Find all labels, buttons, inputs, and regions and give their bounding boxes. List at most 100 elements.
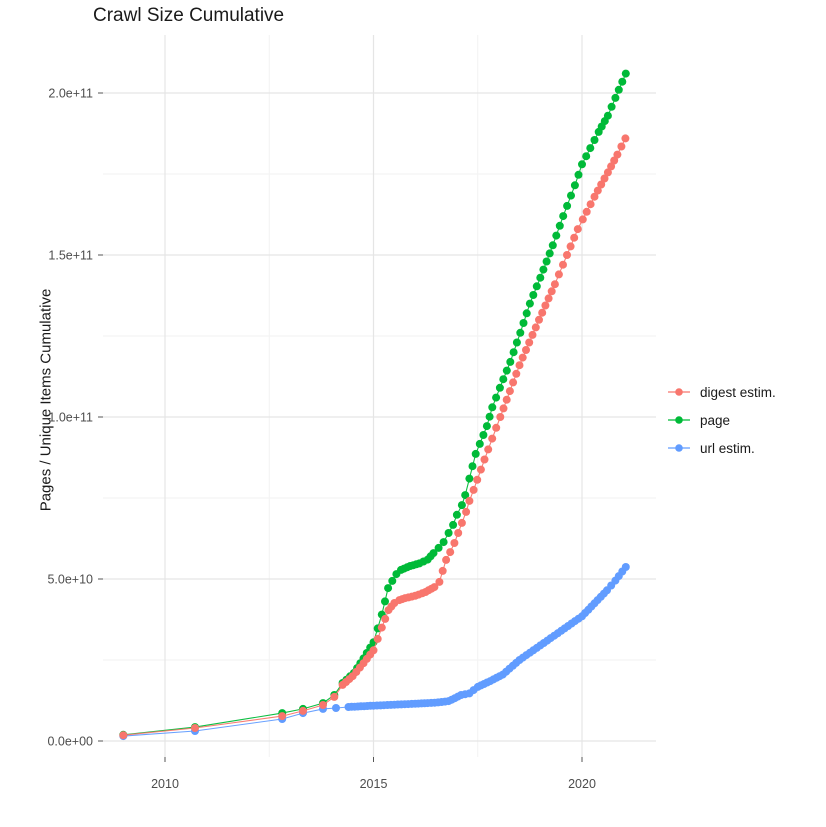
data-point bbox=[278, 712, 287, 721]
data-point bbox=[465, 496, 474, 505]
data-point bbox=[613, 150, 622, 159]
legend-item-digest-estim: digest estim. bbox=[666, 378, 776, 406]
data-point bbox=[548, 241, 557, 250]
legend-key-digest-icon bbox=[668, 388, 690, 396]
data-point bbox=[506, 357, 515, 366]
data-point bbox=[482, 422, 491, 431]
data-point bbox=[611, 93, 620, 102]
data-point bbox=[499, 375, 508, 384]
data-point bbox=[484, 445, 493, 454]
data-point bbox=[567, 191, 575, 200]
data-point bbox=[555, 221, 564, 230]
data-point bbox=[600, 174, 609, 183]
data-point bbox=[554, 270, 563, 279]
chart-title: Crawl Size Cumulative bbox=[93, 5, 285, 26]
data-point bbox=[529, 291, 538, 299]
data-point bbox=[593, 186, 602, 195]
data-point bbox=[573, 225, 582, 234]
data-point bbox=[468, 462, 477, 471]
data-point bbox=[563, 251, 571, 259]
data-point bbox=[532, 282, 541, 291]
data-point bbox=[476, 465, 485, 474]
data-point bbox=[488, 403, 497, 412]
data-point bbox=[570, 233, 579, 242]
data-point bbox=[566, 242, 575, 251]
data-point bbox=[597, 180, 606, 189]
data-point bbox=[621, 134, 630, 143]
data-point bbox=[452, 510, 461, 519]
data-point bbox=[528, 330, 537, 339]
data-point bbox=[522, 309, 531, 318]
data-point bbox=[499, 404, 508, 413]
data-point bbox=[578, 160, 586, 169]
data-point bbox=[430, 583, 439, 592]
y-tick-label-5.0e+10: 5.0e+10 bbox=[47, 573, 93, 587]
data-point bbox=[442, 555, 451, 564]
data-point bbox=[559, 260, 567, 269]
data-point bbox=[603, 168, 612, 177]
data-point bbox=[542, 257, 551, 266]
data-point bbox=[607, 162, 616, 171]
data-point bbox=[388, 576, 397, 585]
legend-label-page: page bbox=[700, 412, 731, 428]
data-point bbox=[435, 577, 444, 586]
data-point bbox=[522, 346, 530, 354]
data-point bbox=[574, 170, 583, 179]
data-point bbox=[552, 231, 561, 240]
legend-label-digest-estim: digest estim. bbox=[700, 384, 776, 400]
data-point bbox=[461, 491, 470, 500]
data-point bbox=[319, 701, 327, 709]
data-point bbox=[373, 634, 382, 643]
data-point bbox=[563, 201, 572, 210]
data-point bbox=[570, 181, 579, 190]
data-point bbox=[607, 102, 616, 111]
data-point bbox=[531, 323, 540, 332]
y-tick-label-1.0e+11: 1.0e+11 bbox=[48, 411, 93, 425]
data-point bbox=[465, 474, 474, 483]
data-point bbox=[590, 192, 599, 201]
data-point bbox=[457, 518, 466, 527]
legend-item-page: page bbox=[666, 406, 776, 434]
data-point bbox=[541, 301, 550, 310]
data-point bbox=[488, 434, 497, 443]
data-point bbox=[582, 152, 591, 161]
data-point bbox=[384, 584, 393, 593]
data-point bbox=[621, 563, 630, 571]
data-point bbox=[457, 501, 466, 510]
data-point bbox=[471, 449, 480, 458]
data-point bbox=[332, 704, 340, 712]
data-point bbox=[446, 548, 455, 557]
data-point bbox=[509, 348, 518, 357]
data-point bbox=[545, 249, 554, 258]
data-point bbox=[610, 156, 619, 165]
data-point bbox=[485, 412, 494, 421]
data-point bbox=[516, 328, 525, 337]
data-point bbox=[450, 539, 459, 547]
legend: digest estim. page url estim. bbox=[666, 378, 776, 462]
series-digest-estim bbox=[119, 134, 630, 740]
data-point bbox=[586, 200, 595, 209]
data-point bbox=[473, 475, 482, 484]
data-point bbox=[603, 111, 612, 120]
data-point bbox=[381, 614, 390, 623]
data-point bbox=[429, 549, 438, 558]
data-point bbox=[525, 299, 534, 308]
data-point bbox=[590, 136, 599, 144]
data-point bbox=[475, 439, 484, 448]
data-point bbox=[469, 485, 478, 494]
data-point bbox=[618, 77, 627, 86]
data-point bbox=[434, 543, 443, 552]
data-point bbox=[191, 724, 199, 732]
legend-label-url-estim: url estim. bbox=[700, 440, 755, 456]
data-point bbox=[559, 212, 568, 221]
data-point bbox=[518, 353, 527, 362]
data-point bbox=[535, 315, 543, 324]
data-point bbox=[539, 265, 548, 274]
data-point bbox=[502, 395, 511, 404]
data-point bbox=[614, 85, 623, 94]
data-point bbox=[525, 338, 534, 347]
data-point bbox=[495, 383, 504, 392]
data-point bbox=[492, 393, 501, 402]
series-url-estim bbox=[119, 563, 630, 741]
